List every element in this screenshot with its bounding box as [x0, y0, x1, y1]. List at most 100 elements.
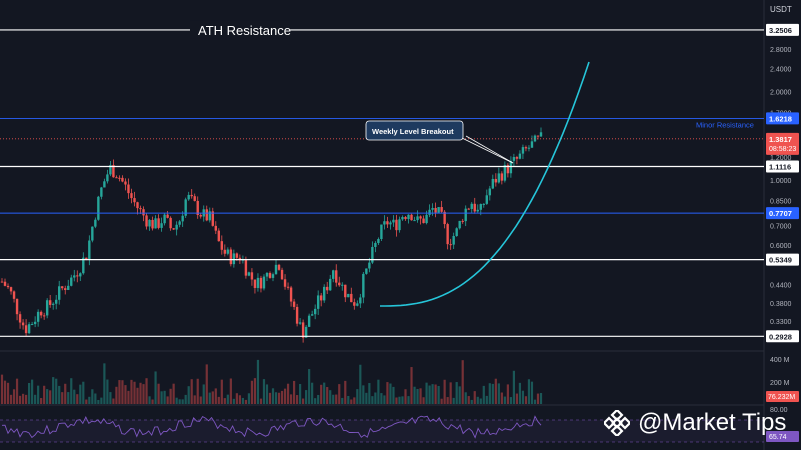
volume-bar	[247, 393, 251, 404]
candle	[190, 194, 193, 197]
candle	[395, 219, 398, 231]
volume-bar	[58, 385, 61, 404]
candle	[205, 209, 208, 221]
candle	[12, 291, 16, 299]
candle	[350, 293, 353, 303]
candle	[413, 220, 416, 222]
candle	[307, 315, 311, 327]
candle	[265, 272, 269, 277]
level-tag	[766, 207, 799, 220]
volume-bar	[118, 380, 121, 404]
candle	[332, 270, 335, 279]
candle	[292, 301, 296, 307]
volume-bar	[73, 389, 76, 404]
candle	[214, 225, 217, 231]
y-tick-label: 0.8500	[770, 199, 792, 206]
volume-bar	[452, 397, 455, 404]
level-tag-label: 3.2506	[769, 26, 792, 35]
volume-bar	[145, 378, 148, 404]
volume-bar	[536, 393, 540, 404]
candle	[79, 273, 82, 277]
volume-bar	[214, 388, 217, 404]
candle	[109, 165, 112, 175]
watermark: @Market Tips	[604, 409, 786, 437]
candle	[452, 236, 455, 245]
volume-bar	[386, 382, 389, 404]
volume-bar	[24, 394, 28, 404]
volume-bar	[410, 367, 413, 404]
volume-bar	[82, 381, 85, 404]
volume-bar	[151, 399, 154, 404]
candle	[6, 285, 10, 288]
candle	[124, 181, 127, 185]
volume-bar	[404, 389, 407, 404]
candle	[172, 228, 175, 230]
candle	[145, 215, 148, 227]
ath-resistance-label: ATH Resistance	[198, 23, 291, 38]
volume-bar	[338, 384, 341, 404]
candle	[386, 221, 389, 225]
candle	[100, 187, 103, 197]
candle	[455, 228, 458, 237]
volume-bar	[76, 394, 79, 404]
volume-bar	[109, 392, 112, 404]
volume-bar	[286, 383, 290, 404]
volume-bar	[85, 399, 88, 404]
volume-bar	[425, 382, 428, 404]
candle	[175, 224, 178, 230]
candle	[160, 223, 163, 228]
volume-bar	[169, 388, 172, 404]
callout-pointer	[465, 135, 514, 164]
candle	[33, 321, 37, 325]
candle	[42, 315, 46, 317]
candle	[262, 276, 266, 289]
level-tag	[766, 253, 799, 266]
candle	[94, 219, 97, 227]
candle	[199, 214, 202, 217]
volume-bar	[67, 392, 70, 404]
candle	[500, 173, 504, 181]
candle	[344, 284, 347, 298]
candle	[178, 221, 181, 225]
volume-bar	[479, 398, 482, 404]
candle	[45, 300, 49, 316]
volume-bar	[181, 399, 184, 404]
volume-bar	[100, 397, 103, 404]
candle	[67, 285, 70, 290]
volume-bar	[139, 382, 142, 404]
volume-bar	[530, 381, 534, 404]
volume-bar	[353, 397, 356, 404]
volume-bar	[365, 392, 368, 404]
candle	[326, 286, 329, 291]
candle	[298, 322, 302, 324]
volume-bar	[190, 379, 193, 404]
volume-bar	[18, 395, 22, 404]
volume-bar	[413, 386, 416, 404]
volume-bar	[79, 384, 82, 404]
volume-bar	[70, 378, 73, 404]
candle	[338, 282, 341, 286]
volume-bar	[341, 397, 344, 404]
volume-bar	[43, 385, 46, 404]
volume-bar	[229, 378, 232, 404]
candle	[398, 219, 401, 231]
candle	[208, 211, 211, 221]
volume-bar	[133, 381, 136, 404]
volume-last-label: 76.232M	[768, 394, 795, 401]
candle	[295, 306, 299, 324]
candle	[536, 135, 540, 137]
volume-bar	[3, 380, 7, 404]
candle	[232, 253, 236, 265]
volume-bar	[431, 384, 434, 404]
volume-bar	[211, 391, 214, 404]
candle	[401, 217, 404, 220]
volume-bar	[416, 388, 419, 404]
candle	[410, 214, 413, 221]
volume-bar	[49, 390, 52, 404]
candle	[61, 286, 64, 289]
candle	[27, 324, 31, 334]
y-tick-label: 0.3300	[770, 319, 792, 326]
candle	[353, 302, 356, 306]
volume-bar	[208, 392, 211, 404]
